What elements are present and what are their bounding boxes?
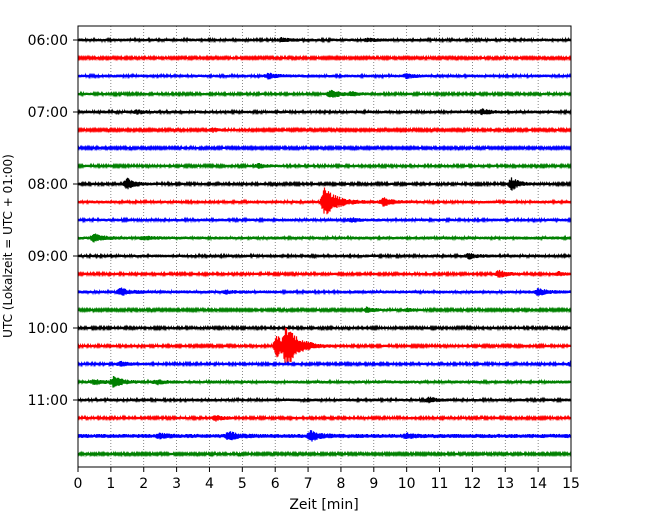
- x-tick-label: 2: [139, 476, 148, 492]
- trace-1045: [77, 375, 572, 388]
- y-tick-label: 06:00: [28, 33, 68, 49]
- x-tick-label: 4: [205, 476, 214, 492]
- x-tick-label: 11: [431, 476, 449, 492]
- trace-1015: [77, 327, 572, 365]
- plot-background: [78, 26, 571, 467]
- x-tick-label: 8: [336, 476, 345, 492]
- trace-0715: [77, 126, 572, 134]
- trace-0845: [77, 233, 572, 243]
- trace-0730: [77, 144, 572, 152]
- y-tick-label: 07:00: [28, 105, 68, 121]
- trace-1100: [77, 396, 572, 404]
- x-tick-label: 6: [271, 476, 280, 492]
- trace-1145: [77, 450, 572, 458]
- plot-frame: [77, 25, 572, 468]
- trace-1115: [77, 414, 572, 422]
- trace-0630: [77, 72, 572, 80]
- trace-0830: [77, 216, 572, 224]
- x-tick-label: 12: [463, 476, 481, 492]
- x-tick-label: 1: [106, 476, 115, 492]
- x-tick-label: 9: [369, 476, 378, 492]
- trace-group: [77, 36, 572, 458]
- x-axis-ticks: 0 1 2 3 4 5 6 7 8 9 10 11 12 13 14 15: [74, 467, 580, 492]
- trace-0700: [77, 108, 572, 116]
- trace-0900: [77, 252, 572, 260]
- x-tick-label: 15: [562, 476, 580, 492]
- trace-0800: [77, 177, 572, 191]
- trace-0815: [77, 187, 572, 215]
- x-axis-label: Zeit [min]: [289, 497, 358, 513]
- y-axis-ticks: 06:00 07:00 08:00 09:00 10:00 11:00: [28, 33, 78, 409]
- trace-0645: [77, 89, 572, 98]
- y-axis-label: UTC (Lokalzeit = UTC + 01:00): [1, 154, 15, 338]
- trace-1030: [77, 360, 572, 368]
- x-tick-label: 14: [529, 476, 547, 492]
- x-tick-label: 3: [172, 476, 181, 492]
- x-tick-label: 10: [398, 476, 416, 492]
- y-tick-label: 10:00: [28, 321, 68, 337]
- trace-0615: [77, 54, 572, 62]
- trace-1000: [77, 324, 572, 332]
- trace-0600: [77, 36, 572, 44]
- x-tick-label: 7: [304, 476, 313, 492]
- x-tick-label: 0: [74, 476, 83, 492]
- trace-0745: [77, 162, 572, 170]
- y-tick-label: 09:00: [28, 249, 68, 265]
- x-tick-label: 13: [496, 476, 514, 492]
- y-tick-label: 11:00: [28, 393, 68, 409]
- trace-0930: [77, 287, 572, 296]
- y-tick-label: 08:00: [28, 177, 68, 193]
- trace-0945: [77, 306, 572, 314]
- trace-1130: [77, 430, 572, 442]
- x-tick-label: 5: [238, 476, 247, 492]
- trace-0915: [77, 269, 572, 278]
